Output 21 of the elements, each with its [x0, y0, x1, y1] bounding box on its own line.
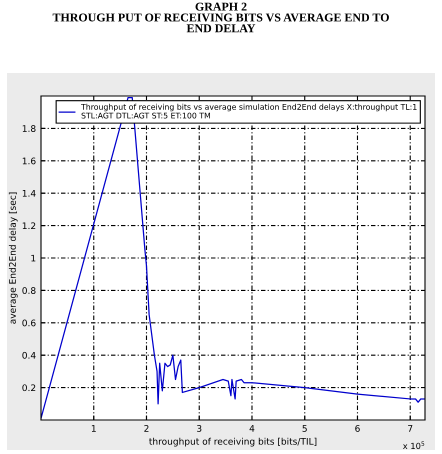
x-tick-label: 3	[197, 425, 202, 432]
y-tick-label: 1	[31, 254, 36, 262]
y-axis-title: average End2End delay [sec]	[8, 192, 18, 324]
x-tick-label: 1	[92, 425, 96, 432]
line-series	[41, 96, 425, 420]
y-tick-label: 1.2	[22, 222, 36, 230]
x-axis-title: throughput of receiving bits [bits/TIL]	[149, 438, 316, 446]
y-tick-label: 1.6	[22, 158, 36, 164]
chart-title: GRAPH 2 THROUGH PUT OF RECEIVING BITS VS AVERAGE END TO END DELAY	[52, 2, 389, 32]
x-tick-label: 6	[355, 425, 360, 432]
text: x 10$^{5}$	[402, 442, 424, 450]
x-tick-label: 4	[250, 425, 254, 432]
y-tick-label: 1.4	[22, 190, 36, 197]
x-tick-label: 5	[302, 425, 307, 432]
x-tick-label: 2	[144, 425, 148, 432]
x-tick-label: 7	[408, 425, 412, 432]
y-tick-label: 0.8	[22, 287, 36, 294]
y-tick-label: 1.8	[22, 125, 36, 132]
y-tick-label: 0.4	[22, 352, 36, 359]
y-tick-label: 0.6	[22, 320, 36, 326]
y-tick-label: 0.2	[22, 384, 36, 392]
